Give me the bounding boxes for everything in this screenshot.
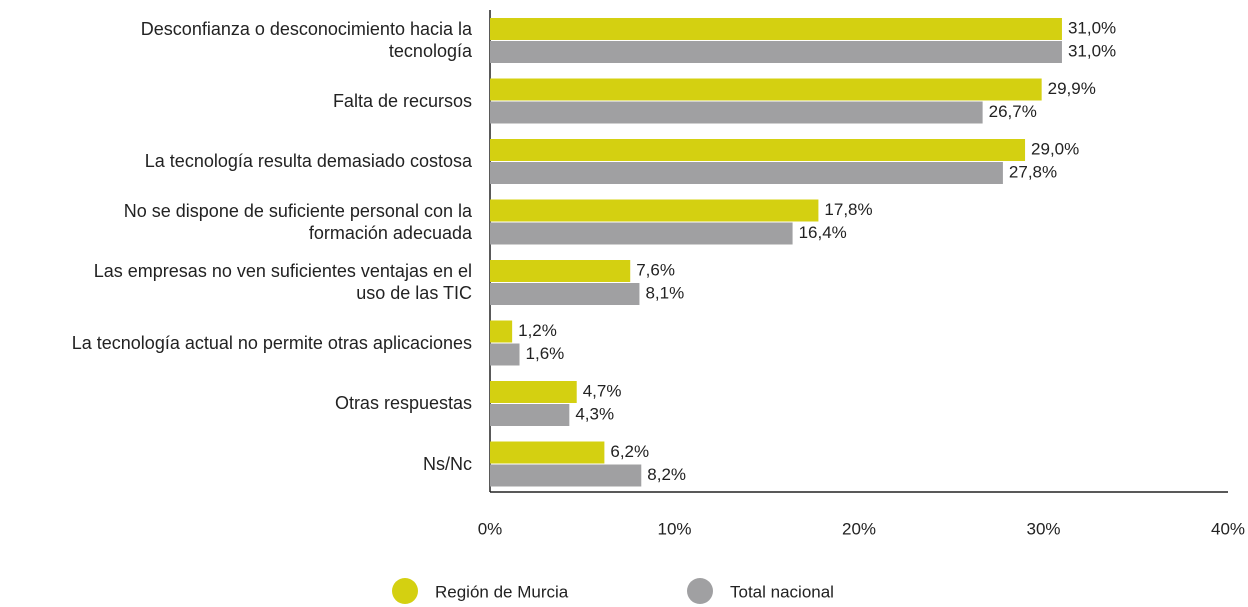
value-label: 31,0% bbox=[1068, 41, 1116, 60]
bar bbox=[490, 162, 1003, 184]
category-label: Desconfianza o desconocimiento hacia la … bbox=[140, 19, 472, 61]
value-label: 7,6% bbox=[636, 260, 675, 279]
bar bbox=[490, 41, 1062, 63]
value-label: 8,2% bbox=[647, 465, 686, 484]
bar bbox=[490, 320, 513, 343]
value-label: 31,0% bbox=[1068, 18, 1116, 37]
bar bbox=[490, 139, 1026, 161]
bar bbox=[490, 404, 570, 426]
category-label: La tecnología actual no permite otras ap… bbox=[71, 332, 472, 353]
legend-label: Total nacional bbox=[730, 582, 834, 601]
bar bbox=[490, 381, 577, 403]
bar bbox=[490, 199, 819, 222]
category-label: Otras respuestas bbox=[334, 393, 472, 413]
legend-swatch bbox=[687, 578, 713, 604]
category-label: Las empresas no ven suficientes ventajas… bbox=[93, 261, 472, 303]
value-label: 8,1% bbox=[645, 283, 684, 302]
x-tick-label: 20% bbox=[842, 519, 876, 538]
bar bbox=[490, 441, 605, 464]
value-label: 29,9% bbox=[1048, 79, 1096, 98]
bar bbox=[490, 78, 1042, 101]
value-label: 6,2% bbox=[610, 442, 649, 461]
bar bbox=[490, 18, 1062, 40]
category-label: La tecnología resulta demasiado costosa bbox=[144, 151, 472, 171]
bar bbox=[490, 343, 520, 366]
bar bbox=[490, 283, 640, 305]
bar bbox=[490, 260, 631, 282]
x-tick-label: 40% bbox=[1211, 519, 1245, 538]
x-tick-label: 10% bbox=[657, 519, 691, 538]
legend-label: Región de Murcia bbox=[435, 582, 569, 601]
legend-swatch bbox=[392, 578, 418, 604]
category-label: Falta de recursos bbox=[332, 90, 472, 111]
category-label: Ns/Nc bbox=[423, 453, 472, 474]
value-label: 16,4% bbox=[799, 223, 847, 242]
bar bbox=[490, 101, 983, 124]
value-label: 29,0% bbox=[1031, 139, 1079, 158]
bar bbox=[490, 464, 642, 487]
value-label: 27,8% bbox=[1009, 162, 1057, 181]
x-tick-label: 0% bbox=[478, 519, 503, 538]
category-label: No se dispone de suficiente personal con… bbox=[123, 200, 472, 243]
value-label: 4,7% bbox=[583, 381, 622, 400]
value-label: 26,7% bbox=[989, 102, 1037, 121]
value-label: 17,8% bbox=[824, 200, 872, 219]
x-tick-label: 30% bbox=[1026, 519, 1060, 538]
value-label: 1,2% bbox=[518, 321, 557, 340]
value-label: 4,3% bbox=[575, 404, 614, 423]
value-label: 1,6% bbox=[526, 344, 565, 363]
bar bbox=[490, 222, 793, 245]
